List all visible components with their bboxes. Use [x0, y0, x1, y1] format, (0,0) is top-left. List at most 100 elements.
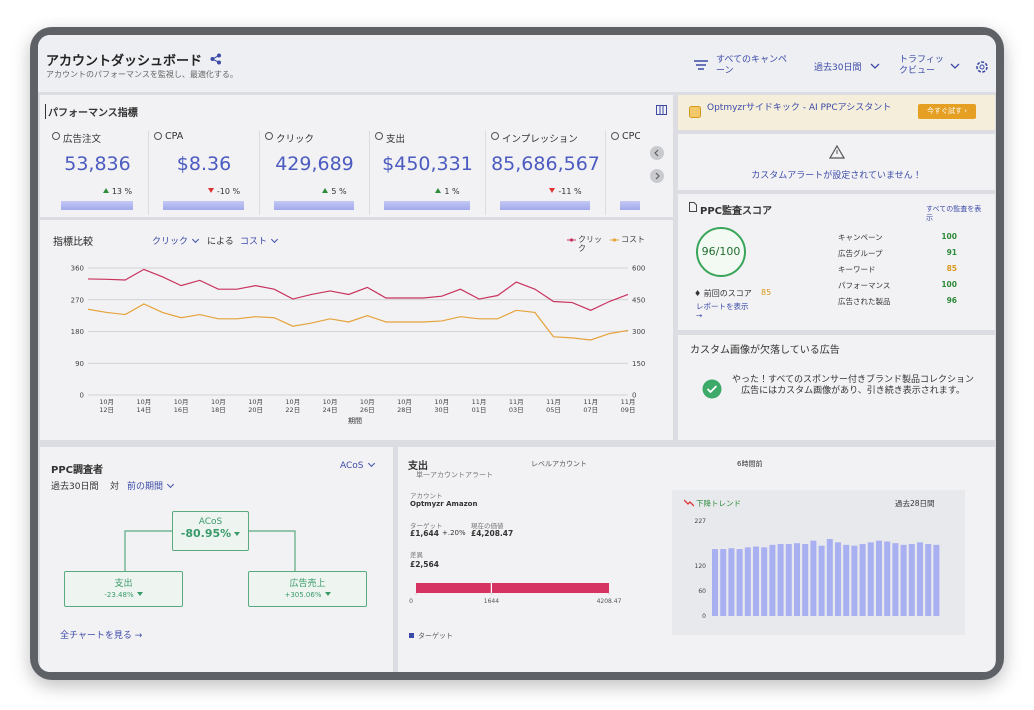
- account-label: アカウント: [410, 492, 443, 500]
- metric-select[interactable]: クリック: [152, 234, 198, 247]
- scroll-right[interactable]: [650, 169, 664, 183]
- bar: [744, 547, 751, 616]
- all-audits-link[interactable]: すべての監査を表示: [926, 205, 982, 222]
- x-tick-label: 1644: [484, 598, 499, 605]
- alerts-panel: カスタムアラートが設定されていません！: [678, 134, 995, 190]
- metric-select[interactable]: コスト: [240, 234, 277, 247]
- node-label: 支出: [114, 579, 133, 589]
- bar: [884, 541, 891, 616]
- root-node[interactable]: ACoS -80.95%: [172, 511, 249, 551]
- chevron: [870, 63, 880, 69]
- trend-period: 過去28日間: [895, 499, 935, 508]
- x-tick-label: 11月07日: [583, 398, 599, 414]
- share-icon[interactable]: [210, 53, 222, 65]
- date-filter[interactable]: 過去30日間: [814, 63, 862, 73]
- metric-select[interactable]: ACoS: [340, 461, 374, 471]
- x-tick-label: 10月12日: [99, 398, 114, 414]
- node-value: -80.95%: [173, 527, 248, 540]
- device-frame: アカウントダッシュボード アカウントのパフォーマンスを監視し、最適化する。 すべ…: [30, 27, 1004, 680]
- chart-title: 指標比較: [53, 237, 93, 248]
- node-label: 広告売上: [289, 579, 326, 589]
- diff: £2,564: [410, 560, 439, 569]
- sparkline: [500, 201, 590, 210]
- audit-item-label: 広告された製品: [838, 297, 891, 306]
- bar: [826, 538, 833, 616]
- metric-icon: [611, 132, 619, 140]
- settings-icon[interactable]: [975, 60, 989, 74]
- bar: [851, 545, 858, 616]
- audit-item-label: キャンペーン: [838, 233, 883, 242]
- child-node[interactable]: 広告売上 +305.06%: [248, 571, 367, 607]
- sidekick-banner: Optmyzrサイドキック - AI PPCアシスタント 今すぐ試す ›: [678, 95, 995, 130]
- tree-lines: [124, 530, 296, 571]
- bar: [769, 544, 776, 616]
- sidekick-button[interactable]: 今すぐ試す ›: [918, 104, 976, 119]
- bar: [876, 540, 882, 616]
- time: 6時間前: [737, 460, 763, 468]
- bar: [810, 540, 817, 616]
- campaign-filter[interactable]: すべてのキャンペーン: [716, 55, 788, 76]
- change-arrow: [207, 188, 214, 193]
- scroll-left[interactable]: [650, 146, 664, 160]
- metric-card: インプレッション 85,686,567 -11 %: [486, 131, 606, 215]
- sparkline: [620, 201, 640, 210]
- audit-item-value: 100: [941, 232, 957, 241]
- legend-marker: [612, 238, 617, 242]
- alert-icon: [829, 145, 845, 159]
- audit-panel: PPC監査スコア すべての監査を表示 96/100 ♦ 前回のスコア 85 レポ…: [678, 194, 995, 330]
- report-link[interactable]: レポートを表示 →: [696, 302, 749, 320]
- target-change: +.20%: [442, 529, 466, 537]
- legend-label: クリック: [578, 235, 602, 253]
- metric-label: CPC: [622, 131, 640, 142]
- legend-text: ターゲット: [418, 632, 453, 640]
- change-arrow: [549, 188, 556, 193]
- metric-card: 支出 $450,331 1 %: [370, 131, 486, 215]
- audit-item-label: パフォーマンス: [838, 281, 891, 290]
- filter-icon: [694, 60, 708, 70]
- x-tick-label: 10月14日: [136, 398, 152, 414]
- x-axis-label: 期間: [348, 417, 362, 425]
- sparkline: [384, 201, 470, 210]
- metric-card: CPA $8.36 -10 %: [149, 131, 260, 215]
- line-chart: 0 90 180 270 360 0 150 300 450 600: [71, 238, 645, 400]
- bullet-legend: ターゲット: [409, 631, 453, 641]
- sparkline: [163, 201, 244, 210]
- bar: [900, 544, 907, 616]
- y-tick-label: 227: [695, 518, 707, 525]
- versus: 対: [110, 482, 120, 492]
- target-label: ターゲット: [410, 522, 443, 530]
- child-node[interactable]: 支出 -23.48%: [64, 571, 183, 607]
- previous-score: 85: [761, 288, 772, 297]
- node-value-text: -80.95%: [180, 527, 232, 540]
- audit-item-label: 広告グループ: [838, 249, 883, 258]
- y2-tick-label: 450: [632, 296, 645, 304]
- change-text: -11 %: [558, 187, 582, 196]
- spend-panel: 0 1644 4208.47 0 60 120 227 支出 単一アカウントアラート レベル…: [398, 447, 995, 672]
- metric-label: インプレッション: [502, 134, 578, 145]
- comparison-panel: 0 90 180 270 360 0 150 300 450 600 指標比較 クリック による …: [40, 220, 673, 440]
- all-charts-link[interactable]: 全チャートを見る →: [60, 631, 143, 641]
- bar: [777, 544, 784, 616]
- page-subtitle: アカウントのパフォーマンスを監視し、最適化する。: [46, 70, 238, 79]
- alert-message: カスタムアラートが設定されていません！: [751, 171, 922, 181]
- metric-icon: [491, 132, 499, 140]
- bar: [835, 542, 841, 616]
- metric-change: 13 %: [47, 187, 148, 196]
- bar: [761, 547, 768, 616]
- view-filter[interactable]: トラフィックビュー: [899, 55, 944, 76]
- by-label: による: [207, 237, 234, 247]
- metric-change: -11 %: [486, 187, 605, 196]
- y-tick-label: 60: [698, 588, 706, 595]
- screen: アカウントダッシュボード アカウントのパフォーマンスを監視し、最適化する。 すべ…: [38, 35, 996, 672]
- comparison-select[interactable]: 前の期間: [127, 479, 173, 492]
- x-tick-label: 0: [409, 598, 413, 605]
- metric-change: 1 %: [370, 187, 485, 196]
- panel-title: パフォーマンス指標: [45, 104, 138, 119]
- change-arrow: [435, 188, 442, 193]
- audit-item-value: 96: [946, 296, 957, 305]
- alert-type: 単一アカウントアラート: [416, 471, 493, 479]
- columns-icon[interactable]: [656, 105, 667, 115]
- x-tick-label: 11月03日: [508, 398, 524, 414]
- metric-label: CPA: [165, 131, 184, 142]
- spend-charts: 0 1644 4208.47 0 60 120 227: [409, 490, 965, 635]
